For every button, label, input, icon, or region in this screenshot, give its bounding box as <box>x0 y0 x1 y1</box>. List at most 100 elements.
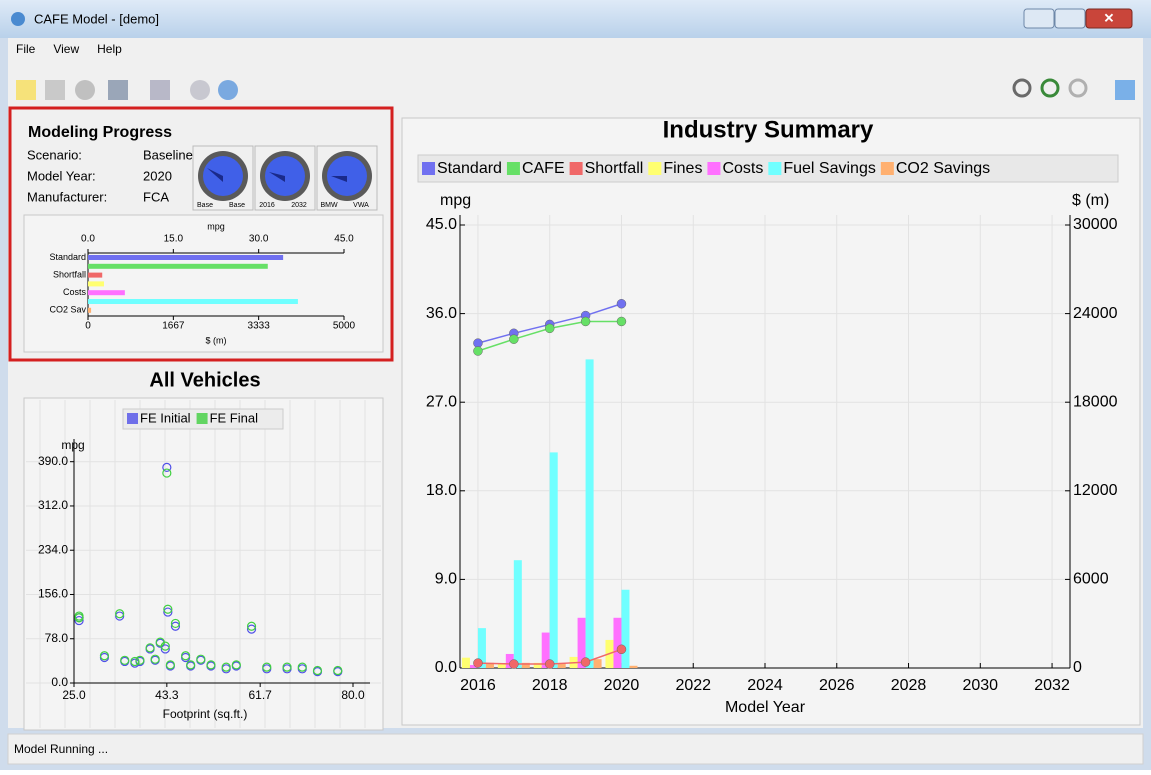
legend <box>417 154 1119 183</box>
point <box>616 299 627 309</box>
gauge-label: 2016 <box>259 202 275 209</box>
y2-tick-label: 24000 <box>1073 305 1118 322</box>
legend-label: Fines <box>663 160 702 177</box>
bar <box>557 662 566 668</box>
legend-swatch <box>506 162 520 175</box>
x-tick-label: 43.3 <box>155 688 179 702</box>
point <box>262 662 272 672</box>
point <box>544 659 555 669</box>
minimize-button[interactable] <box>1023 8 1055 29</box>
x2-tick-label: 0 <box>85 321 91 332</box>
point <box>74 613 84 623</box>
point <box>246 621 257 631</box>
gauge-label: BMW <box>320 202 338 209</box>
x-tick-label: 61.7 <box>248 688 272 702</box>
gauge-label: Base <box>197 202 213 209</box>
x2-tick-label: 3333 <box>248 321 271 332</box>
legend-swatch <box>127 413 138 424</box>
y2-axis-label: $ (m) <box>1072 192 1109 209</box>
legend-label: Costs <box>722 160 763 177</box>
x2-axis-label: $ (m) <box>206 335 227 345</box>
menu-item[interactable]: File <box>16 42 36 56</box>
bar <box>88 290 125 296</box>
bar <box>621 589 630 668</box>
point <box>163 607 173 617</box>
point <box>473 346 483 356</box>
point <box>473 658 483 668</box>
field-value: FCA <box>143 189 169 204</box>
point <box>162 462 172 472</box>
point <box>162 468 172 478</box>
point <box>544 323 555 334</box>
field-value: 2020 <box>143 168 172 183</box>
x-tick-label: 30.0 <box>249 234 269 245</box>
bar <box>549 452 558 668</box>
legend-label: Shortfall <box>585 160 644 177</box>
point <box>616 644 627 655</box>
y-tick-label: 234.0 <box>38 542 68 556</box>
legend-swatch <box>648 162 662 175</box>
tool-settings[interactable] <box>150 80 170 100</box>
bar <box>88 307 92 313</box>
point <box>160 644 170 654</box>
point <box>135 655 145 665</box>
tool-run[interactable] <box>190 80 210 100</box>
bar <box>629 665 638 668</box>
y-tick-label: 36.0 <box>426 305 457 322</box>
tool-check[interactable] <box>45 80 65 100</box>
menu-item[interactable]: Help <box>97 42 122 56</box>
y-tick-label: 18.0 <box>426 482 457 499</box>
x-tick-label: 2022 <box>675 677 711 694</box>
point <box>115 609 125 619</box>
bar <box>88 299 298 304</box>
maximize-button[interactable] <box>1054 8 1086 29</box>
point <box>186 660 196 670</box>
bar <box>497 663 506 668</box>
field-value: Baseline <box>143 147 193 162</box>
point <box>196 654 206 664</box>
tool-fit[interactable] <box>1115 80 1135 100</box>
bar <box>513 560 522 668</box>
y-axis-label: mpg <box>440 192 471 209</box>
point <box>120 655 130 665</box>
point <box>181 651 191 661</box>
point <box>333 665 343 676</box>
legend-swatch <box>880 162 894 175</box>
point <box>150 654 160 664</box>
legend-swatch <box>422 162 435 175</box>
x-tick-label: 80.0 <box>341 688 365 702</box>
bar <box>613 617 622 668</box>
point <box>130 656 140 667</box>
legend-swatch <box>196 413 208 424</box>
y-tick-label: 156.0 <box>38 587 68 601</box>
menu-item[interactable]: View <box>53 42 79 56</box>
tool-zoom-in[interactable] <box>1012 78 1032 98</box>
y2-tick-label: 18000 <box>1073 393 1118 410</box>
status-bar <box>7 733 1144 765</box>
point <box>580 316 591 327</box>
close-button[interactable] <box>1085 8 1133 29</box>
point <box>297 662 307 672</box>
tool-zoom-reset[interactable] <box>1068 78 1088 98</box>
tool-new[interactable] <box>16 80 36 100</box>
gauge-label: Base <box>229 202 245 209</box>
tool-report[interactable] <box>218 80 238 100</box>
bar <box>585 359 594 668</box>
app-icon <box>11 12 25 26</box>
category-label: Shortfall <box>53 269 86 279</box>
x-tick-label: 2018 <box>532 677 568 694</box>
tool-save[interactable] <box>108 80 128 100</box>
y-tick-label: 78.0 <box>45 631 69 645</box>
bar <box>88 281 104 287</box>
panel-title: Modeling Progress <box>28 124 172 141</box>
point <box>246 624 257 634</box>
title-bar <box>0 0 1151 38</box>
y-tick-label: 0.0 <box>435 659 457 676</box>
legend-swatch <box>707 162 721 175</box>
y-tick-label: 45.0 <box>426 216 457 233</box>
y2-tick-label: 0 <box>1073 659 1082 676</box>
chart-title: All Vehicles <box>149 369 260 391</box>
tool-stop[interactable] <box>75 80 95 100</box>
x-axis-label: mpg <box>207 221 225 231</box>
tool-zoom-out[interactable] <box>1040 78 1060 98</box>
